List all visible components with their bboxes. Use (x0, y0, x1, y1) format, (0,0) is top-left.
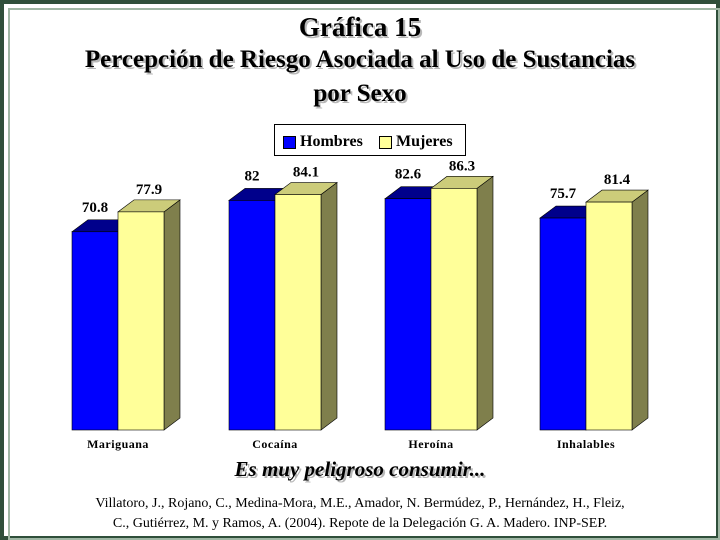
citation-line-1: Villatoro, J., Rojano, C., Medina-Mora, … (95, 496, 625, 511)
slide-inner-border (8, 8, 720, 540)
bar-mujeres-herona (430, 188, 478, 431)
bar-hombres-herona (384, 198, 432, 431)
data-label-hombres-mariguana: 70.8 (82, 200, 108, 216)
legend-label-mujeres: Mujeres (396, 133, 453, 150)
x-tick-label-mariguana: Mariguana (87, 437, 149, 451)
x-tick-label-cocana: Cocaína (252, 437, 298, 451)
citation-line-2: C., Gutiérrez, M. y Ramos, A. (2004). Re… (112, 516, 608, 531)
data-label-mujeres-inhalables: 81.4 (604, 172, 631, 188)
bar-mujeres-cocana (274, 194, 322, 431)
data-label-hombres-cocana: 82 (245, 168, 260, 184)
x-tick-label-inhalables: Inhalables (557, 437, 615, 451)
bar-hombres-inhalables (539, 217, 587, 431)
chart-subtitle: Es muy peligroso consumir... (234, 457, 486, 481)
data-label-mujeres-herona: 86.3 (449, 158, 475, 174)
bar-mujeres-mariguana (117, 211, 165, 431)
legend-item-mujeres: Mujeres (379, 133, 453, 151)
chart-legend: Hombres Mujeres (274, 124, 466, 156)
bar-side-mujeres-cocana (320, 181, 338, 431)
data-label-hombres-herona: 82.6 (395, 167, 422, 183)
bar-hombres-cocana (228, 200, 276, 431)
x-tick-label-herona: Heroína (408, 437, 453, 451)
chart-title-line-1: Gráfica 15 (298, 12, 422, 42)
chart-title-line-3: por Sexo (313, 80, 407, 107)
data-label-mujeres-cocana: 84.1 (293, 165, 319, 181)
bar-mujeres-inhalables (585, 201, 633, 431)
data-label-hombres-inhalables: 75.7 (550, 186, 577, 202)
bar-hombres-mariguana (71, 231, 119, 431)
legend-swatch-hombres (283, 135, 296, 149)
bar-side-mujeres-inhalables (631, 189, 649, 431)
legend-item-hombres: Hombres (283, 133, 363, 151)
chart-title-line-2: Percepción de Riesgo Asociada al Uso de … (84, 46, 636, 73)
legend-label-hombres: Hombres (300, 133, 363, 150)
bar-side-mujeres-mariguana (163, 199, 181, 431)
bar-side-mujeres-herona (476, 175, 494, 431)
data-label-mujeres-mariguana: 77.9 (136, 182, 162, 198)
legend-swatch-mujeres (379, 135, 392, 149)
